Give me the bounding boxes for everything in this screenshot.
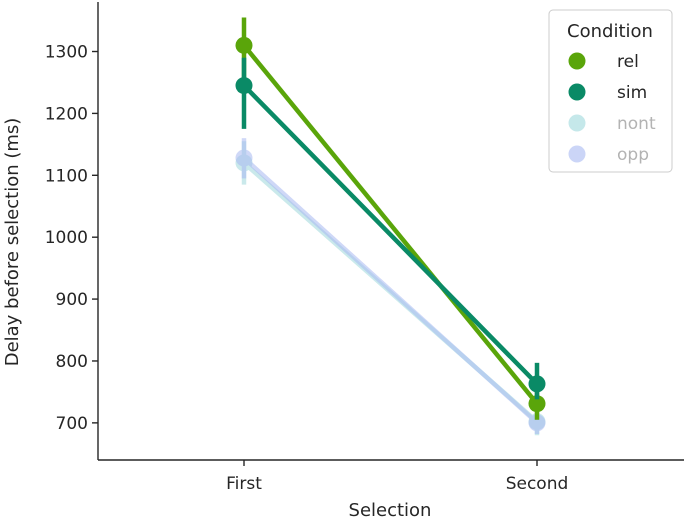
y-tick-label: 1100 — [45, 166, 88, 186]
series-line-rel — [242, 43, 539, 406]
legend-marker-nont — [568, 114, 586, 132]
x-ticks: First Second — [226, 460, 568, 494]
data-point-rel — [528, 395, 546, 413]
y-axis-title: Delay before selection (ms) — [2, 118, 23, 367]
legend-title: Condition — [567, 21, 653, 42]
legend-marker-rel — [568, 52, 586, 70]
y-tick-label: 700 — [56, 414, 88, 434]
data-point-opp — [528, 414, 546, 432]
legend-marker-opp — [568, 145, 586, 163]
data-point-sim — [235, 77, 253, 95]
series-sim — [235, 57, 546, 400]
legend-items: rel sim nont opp — [568, 52, 656, 165]
series-line-sim — [242, 83, 539, 386]
series-line-opp — [242, 156, 539, 425]
plot-area — [235, 17, 546, 436]
y-ticks: 700 800 900 1000 1100 1200 1300 — [45, 43, 98, 434]
legend-label-rel: rel — [617, 52, 639, 72]
legend-label-sim: sim — [617, 83, 647, 103]
legend-label-nont: nont — [617, 114, 656, 134]
x-tick-label: First — [226, 474, 262, 494]
y-tick-label: 1300 — [45, 43, 88, 63]
data-point-rel — [235, 36, 253, 54]
series-opp — [235, 138, 546, 435]
y-tick-label: 800 — [56, 352, 88, 372]
legend-frame — [548, 9, 673, 173]
series-rel — [235, 17, 546, 420]
y-tick-label: 1000 — [45, 228, 88, 248]
legend: Condition rel sim nont opp — [548, 9, 673, 173]
data-point-opp — [235, 149, 253, 167]
legend-label-opp: opp — [617, 145, 649, 165]
y-tick-label: 1200 — [45, 104, 88, 124]
x-tick-label: Second — [506, 474, 569, 494]
legend-marker-sim — [568, 83, 586, 101]
x-axis-title: Selection — [349, 500, 432, 520]
data-point-sim — [528, 375, 546, 393]
y-tick-label: 900 — [56, 290, 88, 310]
